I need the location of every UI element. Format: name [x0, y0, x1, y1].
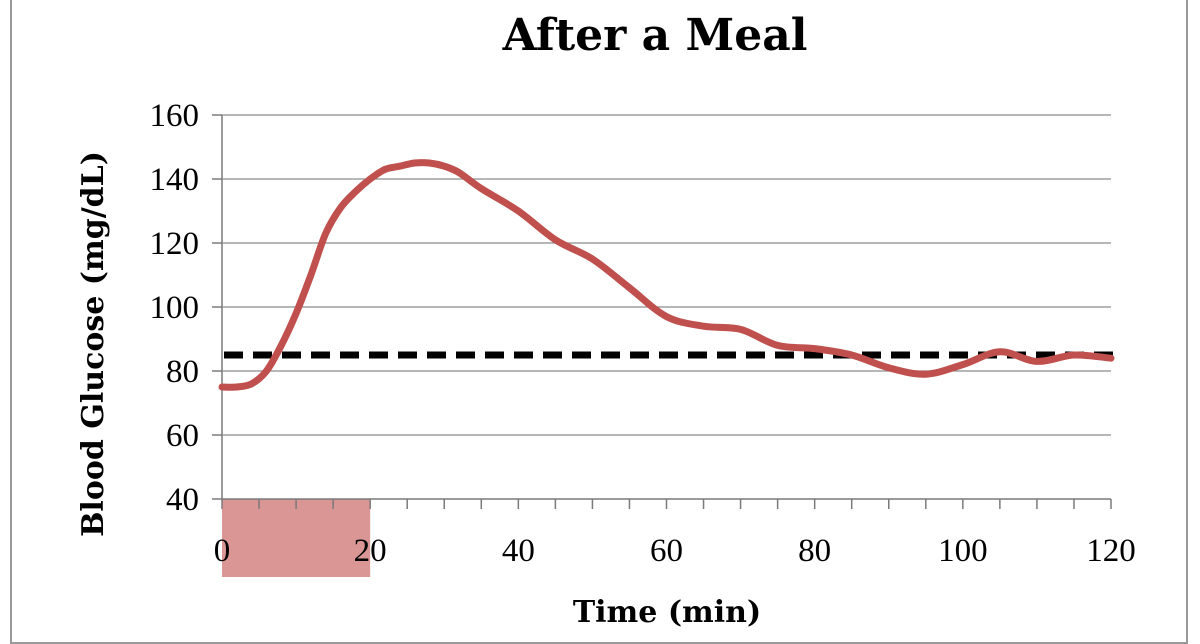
series-layer [218, 159, 1115, 391]
axes [212, 114, 1112, 509]
x-tick-label-40: 40 [502, 533, 535, 569]
highlight-layer [222, 499, 371, 577]
y-tick-label-60: 60 [166, 418, 199, 454]
meal-highlight-range [222, 499, 371, 577]
x-tick-label-120: 120 [1086, 533, 1136, 569]
series-line-0 [218, 159, 1115, 391]
x-tick-label-60: 60 [650, 533, 683, 569]
y-tick-label-120: 120 [150, 226, 200, 262]
x-tick-label-20: 20 [354, 533, 387, 569]
chart-title: After a Meal [502, 10, 808, 61]
y-tick-label-140: 140 [150, 162, 200, 198]
x-tick-label-100: 100 [938, 533, 988, 569]
x-axis-title: Time (min) [573, 595, 761, 630]
x-tick-label-80: 80 [798, 533, 831, 569]
blood-glucose-chart: After a Meal 40 60 80 100 120 140 160 0 20 40 60 80… [76, 10, 1136, 630]
y-axis-title: Blood Glucose (mg/dL) [76, 151, 111, 537]
tick-labels: 40 60 80 100 120 140 160 0 20 40 60 80 100 120 [150, 98, 1136, 569]
x-tick-label-0: 0 [214, 533, 231, 569]
y-tick-label-40: 40 [166, 482, 199, 518]
gridlines [222, 114, 1111, 436]
y-tick-label-160: 160 [150, 98, 200, 134]
y-tick-label-80: 80 [166, 354, 199, 390]
y-tick-label-100: 100 [150, 290, 200, 326]
